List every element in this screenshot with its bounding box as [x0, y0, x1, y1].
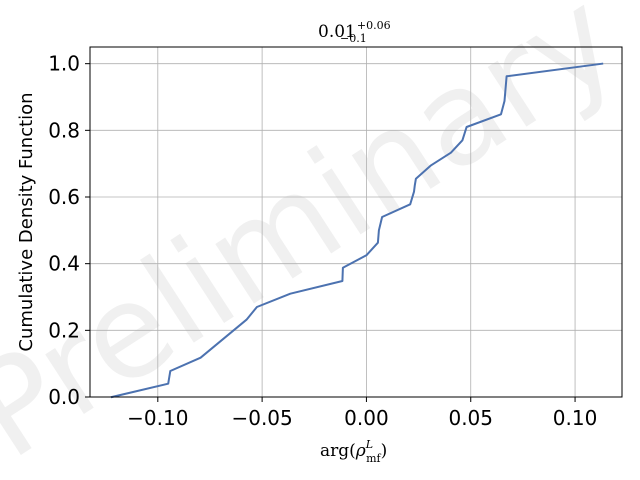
y-tick-label: 1.0	[48, 52, 80, 76]
chart-title: 0.01+0.06 −0.1	[318, 19, 391, 45]
y-axis-label: Cumulative Density Function	[16, 92, 37, 351]
y-tick-label: 0.8	[48, 118, 80, 142]
x-tick-label: 0.10	[553, 406, 598, 430]
axis-ticks: −0.10 −0.05 0.00 0.05 0.10 0.0 0.2 0.4 0.6 0.8 1.0	[48, 52, 597, 430]
plot-frame	[89, 46, 623, 398]
y-tick-label: 0.6	[48, 185, 80, 209]
x-tick-label: −0.10	[127, 406, 188, 430]
grid	[90, 47, 622, 398]
y-tick-label: 0.4	[48, 252, 80, 276]
title-lower-error: −0.1	[340, 32, 367, 45]
x-tick-label: 0.05	[448, 406, 493, 430]
cdf-line	[110, 62, 604, 399]
x-tick-label: −0.05	[231, 406, 292, 430]
title-value: 0.01	[318, 22, 356, 42]
y-tick-label: 0.2	[48, 318, 80, 342]
y-tick-label: 0.0	[48, 385, 80, 409]
title-upper-error: +0.06	[357, 19, 391, 32]
x-tick-label: 0.00	[344, 406, 389, 430]
x-axis-label: arg(ρL mf)	[320, 438, 387, 465]
